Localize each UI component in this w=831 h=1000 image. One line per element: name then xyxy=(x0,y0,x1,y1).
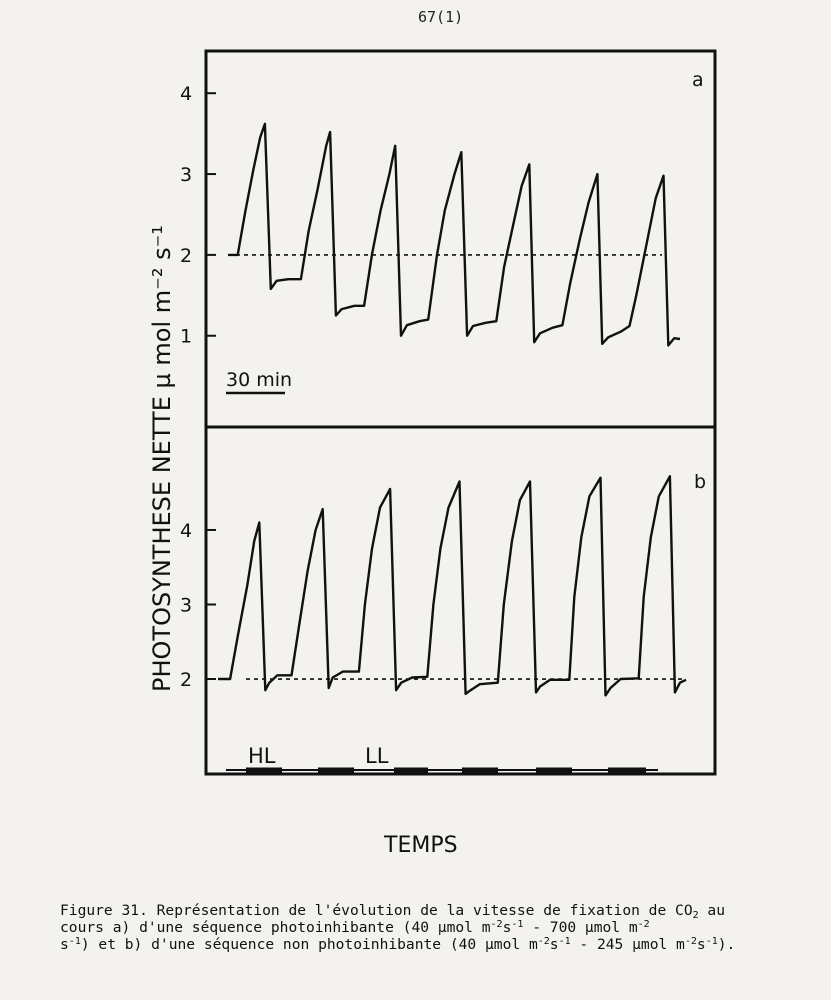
y-tick-label: 1 xyxy=(180,326,192,348)
panel-a-letter: a xyxy=(692,69,704,91)
caption-text: -1 xyxy=(558,936,571,947)
y-tick-label: 3 xyxy=(180,164,192,186)
panel-b: b 2 3 4 HL LL TEMPS xyxy=(180,471,706,858)
caption-text: s xyxy=(696,936,706,953)
caption-text: Figure 31. Représentation de l'évolution… xyxy=(60,902,693,919)
caption-text: ). xyxy=(717,936,736,953)
caption-text: - 700 µmol m xyxy=(523,919,638,936)
caption-text: s xyxy=(549,936,559,953)
caption-text: -1 xyxy=(705,936,718,947)
panel-b-letter: b xyxy=(694,471,706,493)
caption-text: -1 xyxy=(511,919,524,930)
panel-a: a 1 2 3 4 30 min xyxy=(180,69,704,395)
caption-text: -1 xyxy=(68,936,81,947)
scale-bar-label: 30 min xyxy=(226,369,292,391)
y-axis-label: PHOTOSYNTHESE NETTE µ mol m⁻² s⁻¹ xyxy=(148,225,176,692)
ll-label: LL xyxy=(365,744,389,768)
caption-text: -2 xyxy=(490,919,503,930)
panel-a-series-line xyxy=(228,122,681,347)
caption-text: s xyxy=(60,936,69,953)
caption-text: 2 xyxy=(692,910,699,921)
caption-text: -2 xyxy=(637,919,650,930)
caption-text: ) et b) d'une séquence non photoinhibant… xyxy=(80,936,538,953)
y-tick-label: 4 xyxy=(180,83,192,105)
caption-text: -2 xyxy=(537,936,550,947)
y-tick-label: 4 xyxy=(180,520,192,542)
y-tick-label: 2 xyxy=(180,669,192,691)
panel-a-y-ticks: 1 2 3 4 xyxy=(180,83,216,348)
hl-label: HL xyxy=(248,744,276,768)
caption-text: cours a) d'une séquence photoinhibante (… xyxy=(60,919,491,936)
caption-text: - 245 µmol m xyxy=(570,936,685,953)
figure-caption: Figure 31. Représentation de l'évolution… xyxy=(60,902,822,953)
caption-text: au xyxy=(698,902,725,919)
panel-b-series-line xyxy=(218,475,687,697)
x-axis-label: TEMPS xyxy=(383,833,458,858)
caption-text: s xyxy=(502,919,512,936)
y-tick-label: 3 xyxy=(180,594,192,616)
figure-frame xyxy=(204,49,717,776)
page-number: 67(1) xyxy=(418,8,464,26)
caption-text: -2 xyxy=(684,936,697,947)
y-tick-label: 2 xyxy=(180,245,192,267)
panel-b-y-ticks: 2 3 4 xyxy=(180,520,216,691)
